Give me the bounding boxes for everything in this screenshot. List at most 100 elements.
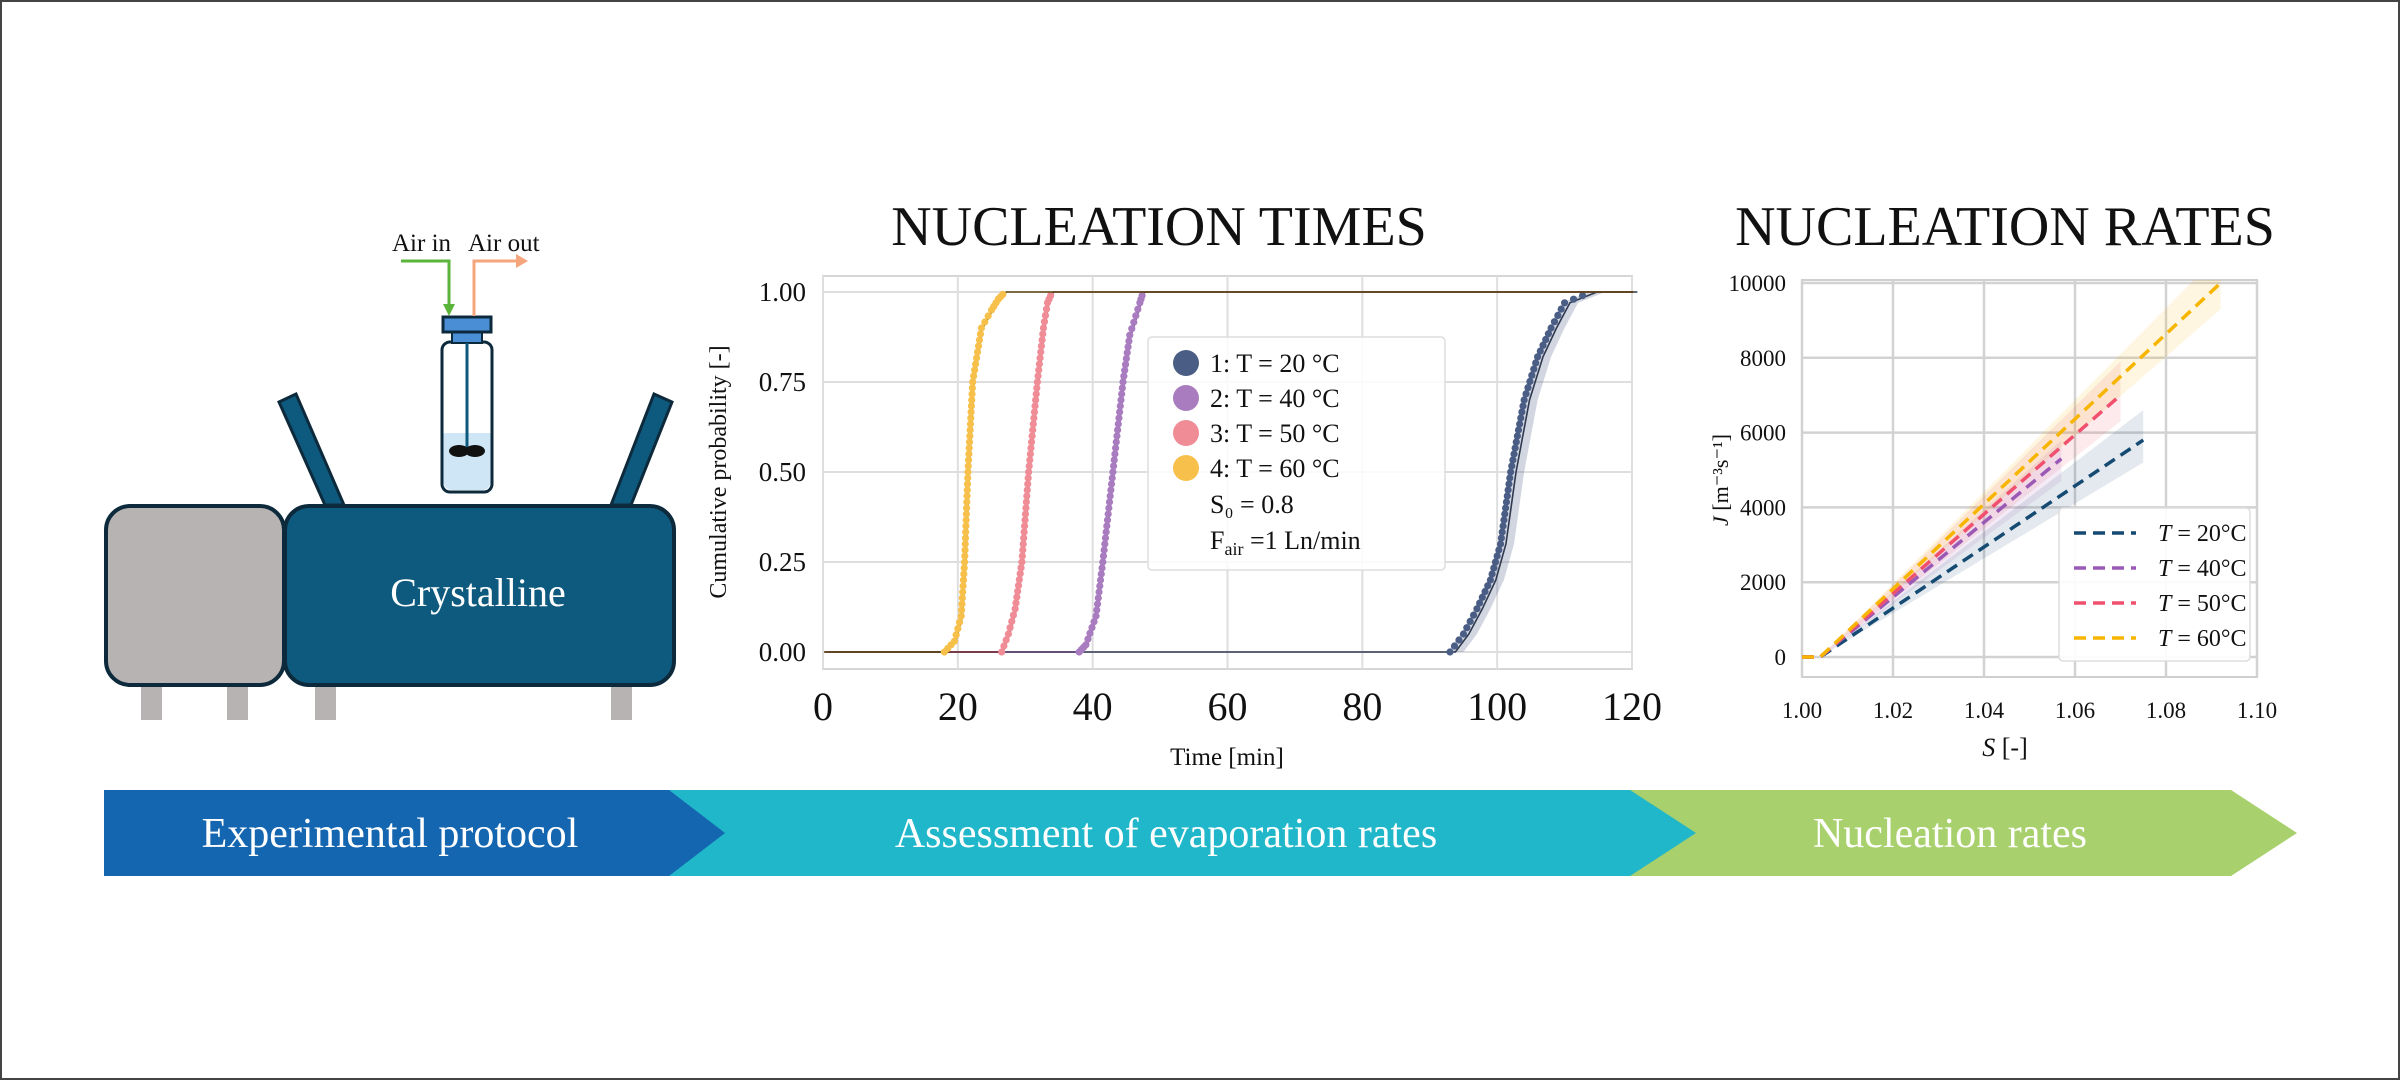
data-point [1119, 378, 1127, 386]
legend-note-s0: S₀ = 0.8 [1210, 490, 1294, 519]
data-point [1528, 371, 1536, 379]
y-tick-label: 0.50 [759, 457, 806, 487]
data-point [1450, 642, 1459, 650]
fit-line [828, 291, 1638, 653]
data-point [1118, 390, 1126, 398]
x-tick-label: 1.08 [2146, 698, 2186, 723]
x-tick-label: 1.06 [2055, 698, 2095, 723]
data-point [1519, 402, 1527, 410]
x-axis-label: Time [min] [1170, 744, 1284, 771]
data-point [1498, 528, 1506, 536]
data-point [1035, 366, 1043, 374]
x-tick-label: 1.10 [2237, 698, 2277, 723]
y-tick-label: 2000 [1740, 570, 1786, 595]
data-point [962, 510, 970, 518]
data-point [1095, 588, 1103, 596]
data-point [963, 486, 971, 494]
data-point [1512, 438, 1520, 446]
data-point [1122, 355, 1130, 363]
y-tick-label: 1.00 [759, 277, 806, 307]
x-tick-label: 1.00 [1782, 698, 1822, 723]
data-point [962, 522, 970, 530]
data-point [1096, 576, 1105, 584]
data-point [1109, 462, 1118, 470]
data-point [1511, 444, 1519, 452]
data-point [1500, 516, 1508, 524]
vial [440, 315, 494, 494]
data-point [1037, 348, 1045, 356]
banner-step-1 [104, 790, 725, 876]
data-point [1105, 498, 1114, 506]
device-grey-block [104, 504, 286, 687]
data-point [1530, 365, 1538, 373]
data-point [1097, 570, 1105, 578]
data-point [966, 426, 974, 434]
data-point [1020, 528, 1028, 536]
data-point [1496, 540, 1505, 548]
data-point [984, 312, 992, 320]
data-point [1013, 593, 1021, 601]
data-point [1021, 510, 1030, 518]
x-tick-label: 60 [1208, 684, 1248, 729]
data-point [1021, 516, 1029, 524]
data-point [1114, 426, 1122, 434]
data-point [964, 456, 973, 464]
data-point [1016, 570, 1024, 578]
legend-label: T = 20°C [2158, 521, 2247, 547]
data-point [1126, 331, 1134, 339]
data-point [999, 290, 1007, 298]
data-point [958, 600, 966, 608]
legend-marker [1173, 350, 1199, 376]
legend-marker [1173, 420, 1199, 446]
data-point [1486, 576, 1495, 584]
data-point [1495, 546, 1503, 554]
y-tick-label: 0.00 [759, 637, 806, 667]
data-point [961, 552, 969, 560]
data-point [971, 360, 980, 368]
data-point [1004, 630, 1012, 638]
data-point [1006, 624, 1014, 632]
data-point [968, 396, 976, 404]
data-point [1502, 498, 1511, 506]
data-point [977, 324, 986, 332]
data-point [1510, 450, 1518, 458]
data-point [960, 558, 969, 566]
device-leg [227, 684, 248, 720]
data-point [1517, 414, 1525, 422]
data-point [1524, 384, 1532, 392]
nucleation-rates-chart: NUCLEATION RATES 1.00 1.02 1.04 1.06 1.08 1.1… [1708, 196, 2277, 762]
data-point [952, 631, 960, 639]
data-point [1116, 408, 1124, 416]
data-point [1029, 420, 1037, 428]
data-point [1124, 343, 1132, 351]
device-leg [315, 684, 336, 720]
y-tick-label: 6000 [1740, 421, 1786, 446]
data-point [960, 564, 968, 572]
data-point [1019, 540, 1027, 548]
data-point [1504, 486, 1512, 494]
data-point [960, 570, 968, 578]
data-point [959, 576, 968, 584]
y-tick-label: 0 [1775, 645, 1787, 670]
data-point [1109, 468, 1117, 476]
data-point [1011, 605, 1019, 613]
data-point [1025, 462, 1033, 470]
data-point [976, 330, 985, 338]
legend-label: 1: T = 20 °C [1210, 349, 1340, 378]
data-point [1469, 611, 1478, 619]
data-point [1093, 606, 1101, 614]
data-point [1544, 330, 1553, 338]
data-point [1099, 558, 1107, 566]
data-point [1028, 432, 1036, 440]
data-point [950, 637, 959, 645]
data-point [1120, 372, 1128, 380]
data-point [962, 504, 971, 512]
data-point [1022, 498, 1030, 506]
data-point [961, 534, 970, 542]
data-point [1034, 372, 1042, 380]
data-point [967, 408, 975, 416]
data-point [1000, 642, 1008, 650]
data-point [965, 438, 974, 446]
data-point [1509, 456, 1517, 464]
data-point [1103, 522, 1111, 530]
